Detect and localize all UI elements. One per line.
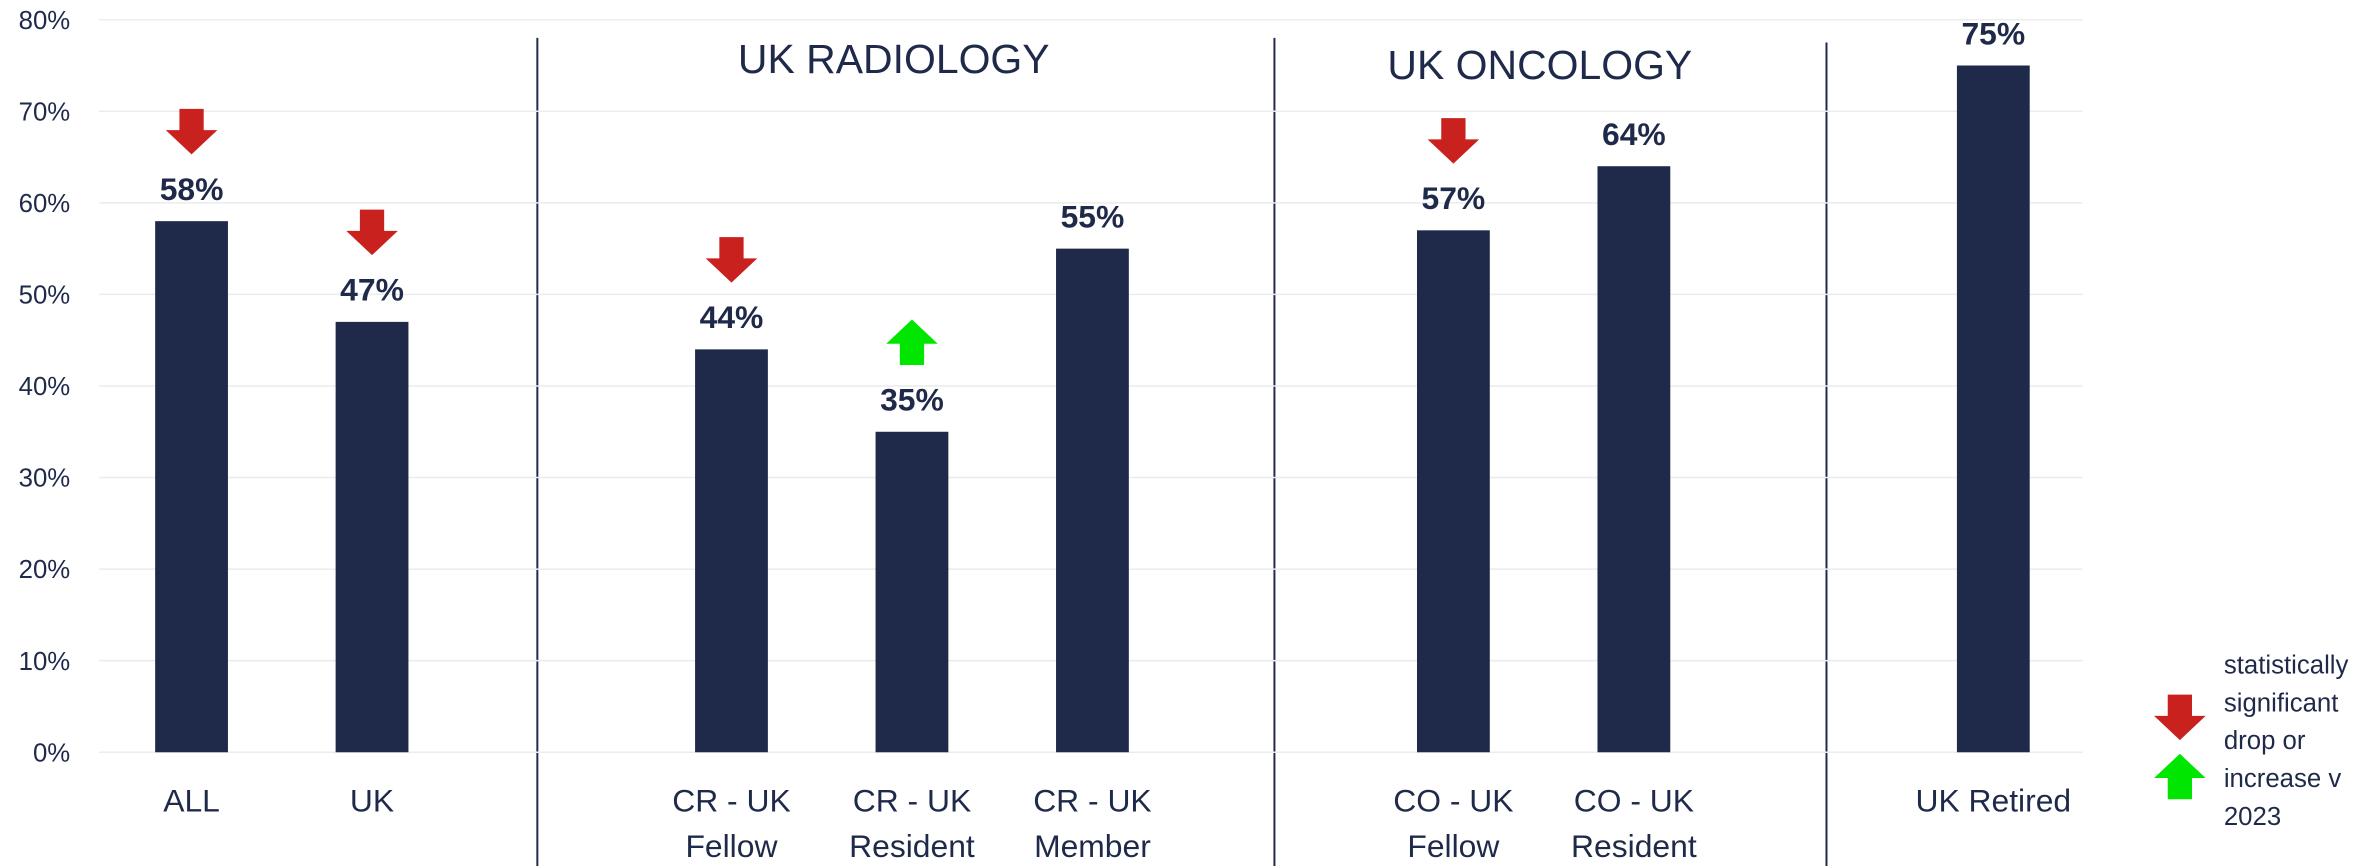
bar [335, 321, 409, 753]
x-tick-label: UK Retired [1915, 782, 2071, 818]
legend-text: statistically significant drop or increase … [2224, 651, 2349, 831]
y-tick-label: 50% [19, 282, 71, 310]
y-tick-label: 80% [19, 7, 71, 35]
y-tick-label: 30% [19, 465, 71, 493]
bar [875, 431, 949, 753]
value-label: 47% [340, 272, 404, 308]
bar [1416, 230, 1490, 753]
y-tick-label: 60% [19, 190, 71, 218]
x-tick-label: CR - UK Resident [849, 782, 975, 863]
bar [1597, 166, 1671, 753]
y-tick-label: 10% [19, 648, 71, 676]
group-label: UK ONCOLOGY [1387, 42, 1692, 88]
significance-arrow [886, 319, 938, 366]
y-tick-label: 0% [33, 739, 70, 767]
significance-arrow [705, 237, 758, 283]
significance-arrow [1427, 118, 1480, 164]
y-tick-label: 20% [19, 556, 71, 584]
significance-arrow [165, 108, 218, 155]
legend-arrow [2154, 753, 2206, 800]
value-label: 58% [160, 171, 224, 207]
x-tick-label: CR - UK Member [1033, 782, 1151, 863]
bar [155, 221, 228, 753]
value-label: 44% [700, 299, 764, 335]
y-tick-label: 40% [19, 373, 71, 401]
value-label: 55% [1061, 198, 1125, 234]
value-label: 57% [1422, 180, 1486, 216]
x-tick-label: ALL [163, 782, 220, 818]
bar [1056, 248, 1129, 753]
bar [695, 349, 768, 753]
x-tick-label: CO - UK Resident [1571, 782, 1697, 863]
x-tick-label: CO - UK Fellow [1393, 782, 1513, 863]
value-label: 75% [1961, 15, 2025, 51]
group-label: UK RADIOLOGY [738, 36, 1050, 82]
bar [1956, 65, 2030, 753]
significance-arrow [346, 209, 398, 256]
x-tick-label: CR - UK Fellow [672, 782, 790, 863]
x-tick-label: UK [350, 782, 394, 818]
legend-arrow [2154, 694, 2206, 741]
value-label: 64% [1602, 116, 1666, 152]
value-label: 35% [880, 382, 944, 418]
y-tick-label: 70% [19, 98, 71, 126]
